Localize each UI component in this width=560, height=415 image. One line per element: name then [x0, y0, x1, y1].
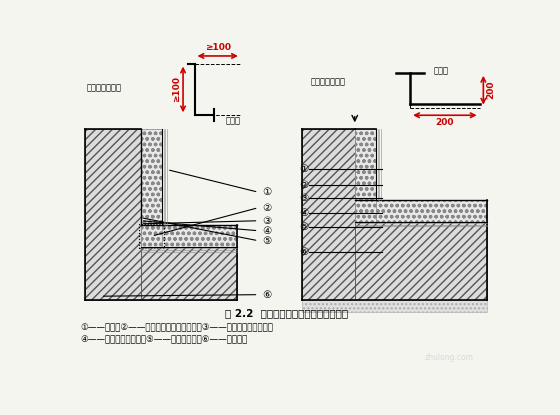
Bar [141, 129, 162, 225]
Text: 网格布: 网格布 [225, 116, 240, 125]
Text: ①: ① [299, 164, 309, 174]
Text: ③: ③ [262, 216, 272, 226]
Polygon shape [141, 225, 237, 300]
Text: 网格布: 网格布 [433, 66, 449, 75]
Text: 图 2.2  墙体拐角等部位喷涂构造示意图: 图 2.2 墙体拐角等部位喷涂构造示意图 [226, 308, 348, 318]
Text: 200: 200 [436, 118, 454, 127]
Text: ≥100: ≥100 [205, 43, 231, 52]
Text: ④: ④ [299, 208, 309, 218]
Bar [141, 225, 162, 247]
Bar [141, 225, 237, 247]
Text: ②: ② [299, 180, 309, 190]
Bar [302, 300, 487, 312]
Text: 阴角网格布搭接: 阴角网格布搭接 [87, 84, 122, 93]
Text: ②: ② [262, 203, 272, 212]
Text: 200: 200 [487, 81, 496, 100]
Bar [355, 200, 376, 222]
Text: ⑤: ⑤ [299, 222, 309, 232]
Polygon shape [355, 200, 487, 300]
Text: ⑤: ⑤ [262, 236, 272, 246]
Bar [355, 200, 487, 222]
Text: ①——基层；②——喷涂聚氨酯硬泡保温层；③——聚氨酯硬泡界面层；: ①——基层；②——喷涂聚氨酯硬泡保温层；③——聚氨酯硬泡界面层； [81, 322, 273, 332]
Bar [355, 129, 376, 200]
Polygon shape [302, 129, 355, 300]
Text: ⑥: ⑥ [262, 290, 272, 300]
Text: ③: ③ [299, 193, 309, 203]
Text: zhulong.com: zhulong.com [424, 353, 473, 362]
Text: ≥100: ≥100 [172, 76, 181, 103]
Text: ⑥: ⑥ [299, 247, 309, 257]
Text: 阳角网格布搭接: 阳角网格布搭接 [310, 78, 345, 87]
Text: ④——抹面胶浆防护层；⑤——玻纤网格布；⑥——饰面层；: ④——抹面胶浆防护层；⑤——玻纤网格布；⑥——饰面层； [81, 336, 248, 344]
Text: ④: ④ [262, 226, 272, 236]
Text: ①: ① [262, 187, 272, 197]
Polygon shape [85, 129, 141, 300]
